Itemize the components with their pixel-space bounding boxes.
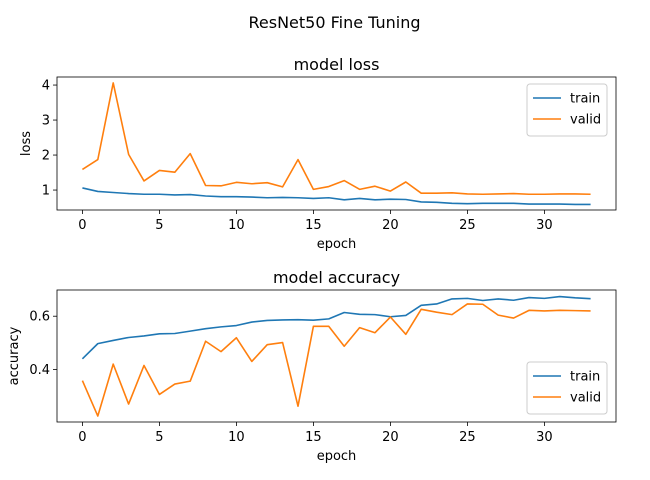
x-tick-label: 20 (382, 218, 399, 233)
x-tick-label: 0 (78, 430, 86, 445)
x-tick-label: 15 (305, 218, 322, 233)
x-axis-label: epoch (317, 237, 357, 252)
x-tick-label: 10 (228, 218, 245, 233)
x-tick-label: 0 (78, 218, 86, 233)
figure-title: ResNet50 Fine Tuning (248, 13, 420, 32)
legend-label-valid: valid (570, 113, 601, 128)
y-axis-label: accuracy (7, 326, 22, 385)
y-tick-label: 3 (42, 114, 50, 129)
y-axis-label: loss (19, 131, 34, 156)
x-tick-label: 30 (536, 218, 553, 233)
legend-box (526, 361, 608, 415)
series-line-valid (81, 82, 591, 196)
y-tick-label: 1 (42, 184, 50, 199)
series-line-train (82, 187, 591, 206)
x-tick-label: 25 (459, 218, 476, 233)
x-tick-label: 5 (155, 218, 163, 233)
x-tick-label: 20 (382, 430, 399, 445)
y-tick-label: 4 (42, 79, 50, 94)
plot-frame (56, 76, 617, 211)
y-tick-label: 0.4 (29, 363, 50, 378)
plot-title: model accuracy (273, 268, 400, 287)
x-tick-label: 30 (536, 430, 553, 445)
series-line-train (81, 295, 591, 360)
x-tick-label: 25 (459, 430, 476, 445)
legend-label-train: train (570, 92, 600, 107)
legend-label-train: train (570, 370, 600, 385)
loss-chart: model loss 0 5 10 15 20 25 30 1 2 3 4 epoch loss train… (19, 55, 617, 252)
plot-title: model loss (294, 55, 380, 74)
y-tick-label: 0.6 (29, 310, 50, 325)
x-tick-label: 5 (155, 430, 163, 445)
legend-label-valid: valid (570, 391, 601, 406)
x-tick-label: 10 (228, 430, 245, 445)
plot-frame (56, 289, 617, 423)
accuracy-chart: model accuracy 0 5 10 15 20 25 30 0.4 0.6 epoch acc… (7, 268, 617, 464)
x-axis-label: epoch (317, 449, 357, 464)
x-tick-label: 15 (305, 430, 322, 445)
legend-box (526, 83, 608, 137)
y-tick-label: 2 (42, 149, 50, 164)
series-line-valid (81, 303, 591, 417)
